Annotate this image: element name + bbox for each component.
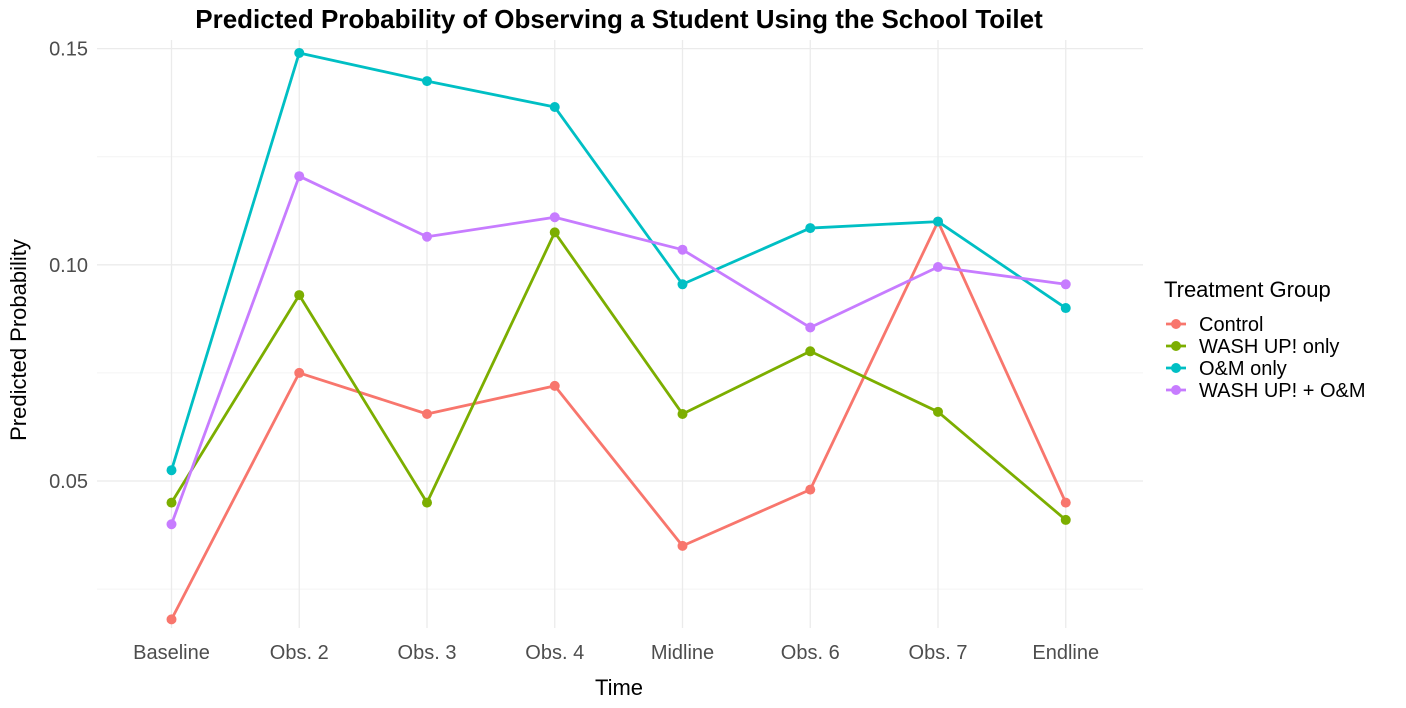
legend-key-point (1171, 385, 1181, 395)
data-point (549, 227, 560, 238)
data-point (1060, 497, 1071, 508)
y-tick-label: 0.05 (49, 471, 88, 493)
data-point (933, 216, 943, 227)
data-point (166, 497, 177, 508)
grid-lines (97, 40, 1143, 628)
x-axis-title: Time (595, 675, 643, 700)
legend-label: Control (1199, 314, 1263, 336)
legend-item: WASH UP! + O&M (1166, 380, 1366, 402)
legend-label: O&M only (1199, 358, 1287, 380)
data-point (422, 76, 432, 87)
data-point (677, 540, 688, 551)
series-line (170, 230, 1067, 521)
series-line (170, 174, 1066, 525)
legend-item: O&M only (1166, 358, 1287, 380)
legend-key-point (1171, 363, 1181, 373)
data-point (294, 290, 305, 301)
x-tick-label: Baseline (133, 642, 210, 664)
y-axis-ticks: 0.05 0.10 0.15 (49, 39, 88, 493)
data-point (677, 279, 688, 290)
y-axis-title: Predicted Probability (6, 239, 31, 441)
chart-title: Predicted Probability of Observing a Stu… (195, 4, 1043, 34)
legend-label: WASH UP! only (1199, 336, 1339, 358)
x-tick-label: Midline (651, 642, 714, 664)
x-tick-label: Obs. 3 (398, 642, 457, 664)
data-point (166, 614, 177, 625)
x-tick-label: Obs. 4 (525, 642, 584, 664)
legend-item: Control (1166, 314, 1263, 336)
data-point (805, 223, 816, 234)
series-wash-up-o-m (166, 171, 1071, 530)
legend-key-point (1171, 341, 1181, 351)
series-wash-up-only (166, 227, 1071, 525)
data-point (933, 406, 943, 417)
data-point (549, 212, 560, 223)
data-point (422, 231, 432, 242)
data-point (805, 346, 816, 357)
data-point (422, 408, 432, 419)
data-point (805, 322, 816, 333)
x-tick-label: Obs. 2 (270, 642, 329, 664)
data-point (549, 102, 560, 113)
data-point (422, 497, 432, 508)
series-line (170, 220, 1068, 620)
data-point (677, 408, 688, 419)
data-point (549, 380, 560, 391)
data-point (166, 465, 177, 476)
y-tick-label: 0.15 (49, 39, 88, 61)
data-point (294, 171, 305, 182)
data-point (677, 244, 688, 255)
legend-title: Treatment Group (1164, 277, 1331, 302)
data-point (805, 484, 816, 495)
data-point (294, 47, 305, 58)
legend-item: WASH UP! only (1166, 336, 1339, 358)
series-line (170, 51, 1067, 471)
legend-key-point (1171, 319, 1181, 329)
data-point (1060, 514, 1071, 525)
x-axis-ticks: Baseline Obs. 2 Obs. 3 Obs. 4 Midline Obs. 6 O… (133, 642, 1099, 664)
x-tick-label: Endline (1032, 642, 1099, 664)
data-point (294, 367, 305, 378)
data-point (1060, 303, 1071, 314)
series-o-m-only (166, 47, 1071, 476)
y-tick-label: 0.10 (49, 255, 88, 277)
series-lines (166, 47, 1071, 625)
series-control (166, 216, 1071, 625)
data-point (933, 261, 943, 272)
x-tick-label: Obs. 6 (781, 642, 840, 664)
data-point (166, 519, 177, 530)
data-point (1060, 279, 1071, 290)
x-tick-label: Obs. 7 (909, 642, 968, 664)
legend-label: WASH UP! + O&M (1199, 380, 1366, 402)
